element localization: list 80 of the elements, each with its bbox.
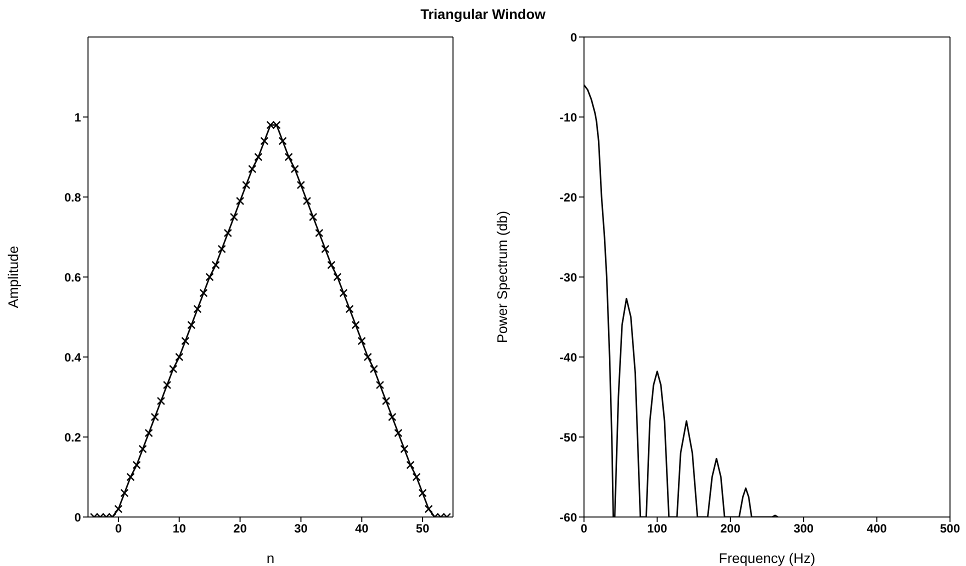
point [120,488,129,498]
point [382,396,390,406]
point [406,460,415,470]
y-tick-label: 0.8 [64,190,82,204]
y-tick-label: 0.2 [64,430,82,444]
point [138,444,147,454]
point [302,196,312,206]
y-tick-label: -30 [560,270,578,284]
point [327,260,336,270]
y-axis-title: Amplitude [4,246,21,308]
point [193,304,202,314]
point [358,336,366,346]
y-tick-label: -10 [560,110,578,124]
point [162,380,172,390]
point [254,152,262,162]
x-tick-label: 20 [233,522,248,536]
x-tick-label: 200 [720,522,741,536]
point [321,244,330,254]
point [206,272,214,282]
y-tick-label: 0.6 [64,270,82,284]
text: Triangular Window [419,6,547,22]
x-tick-label: 300 [794,522,814,536]
point [290,164,299,174]
x-tick-label: 500 [940,522,960,536]
point [388,412,396,422]
point [345,304,354,314]
point [284,152,293,162]
point [278,136,287,146]
point [126,472,135,482]
point [236,196,244,206]
y-tick-label: 0.4 [64,350,82,364]
x-tick-label: 0 [580,522,588,536]
point [424,504,433,514]
point [315,228,324,238]
point [230,212,238,222]
point [242,180,250,190]
y-tick-label: -40 [560,350,578,364]
point [412,472,421,482]
point [308,212,318,222]
x-tick-label: 10 [172,522,186,536]
point [376,380,384,390]
point [296,180,306,190]
x-tick-label: 400 [866,522,888,536]
x-tick-label: 100 [647,522,668,536]
x-tick-label: 30 [294,522,308,536]
point [364,352,372,362]
point [175,352,184,362]
point [156,396,166,406]
y-tick-label: 0 [570,30,578,44]
y-tick-label: 1 [74,110,82,124]
x-tick-label: 40 [355,522,369,536]
y-tick-label: -20 [560,190,578,204]
point [181,336,190,346]
point [212,260,220,270]
point [199,288,208,298]
point [370,364,378,374]
point [218,244,226,254]
x-axis-title: Frequency (Hz) [718,550,816,566]
x-tick-label: 50 [416,522,430,536]
x-axis-title: n [266,550,274,566]
y-tick-label: -50 [560,430,578,444]
point [150,412,160,422]
y-axis-title: Power Spectrum (db) [494,210,510,344]
point [339,288,348,298]
x-tick-label: 0 [115,522,122,536]
point [144,428,153,438]
y-tick-label: 0 [74,510,82,524]
y-tick-label: -60 [560,510,578,524]
point [169,364,178,374]
point [394,428,402,438]
point [248,164,256,174]
point [224,228,232,238]
point [400,444,408,454]
point [418,488,427,498]
point [352,320,360,330]
point [114,504,123,514]
point [187,320,196,330]
point [132,460,141,470]
point [333,272,342,282]
point [260,136,269,146]
